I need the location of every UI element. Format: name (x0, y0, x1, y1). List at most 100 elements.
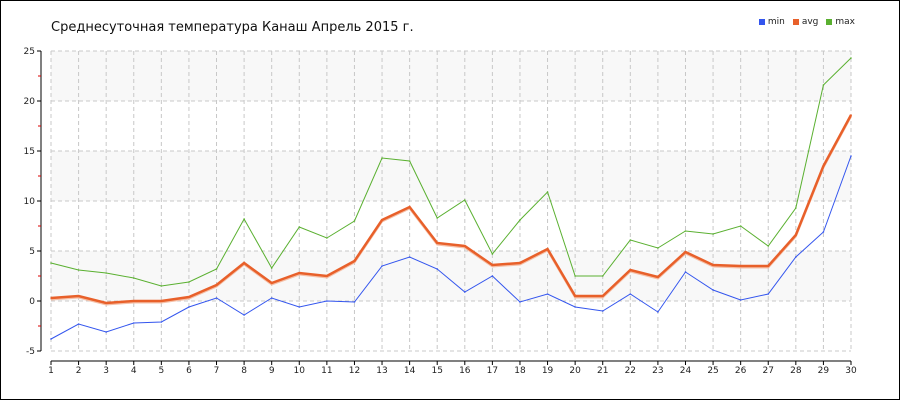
data-point-min (188, 306, 190, 308)
series-line-max (50, 57, 852, 287)
data-point-min (795, 256, 797, 258)
data-point-avg (850, 114, 852, 116)
data-point-max (657, 247, 659, 249)
data-point-avg (436, 242, 439, 244)
legend-swatch (826, 19, 833, 25)
x-tick-label: 28 (790, 366, 802, 376)
x-tick-label: 19 (542, 366, 554, 376)
x-tick-label: 24 (680, 366, 692, 376)
data-point-avg (408, 206, 411, 208)
data-point-min (77, 323, 80, 325)
x-tick-label: 23 (652, 366, 663, 376)
data-point-min (132, 322, 135, 324)
data-point-min (243, 314, 245, 316)
data-point-max (353, 220, 356, 222)
x-tick-label: 18 (514, 366, 526, 376)
data-point-max (519, 219, 521, 221)
data-point-avg (160, 300, 163, 302)
x-tick-label: 2 (76, 366, 82, 376)
data-point-min (381, 265, 383, 267)
data-point-avg (546, 248, 549, 250)
data-point-avg (77, 295, 80, 297)
data-point-avg (684, 251, 687, 253)
y-tick-label: 25 (24, 47, 35, 57)
legend-label: max (835, 17, 855, 27)
data-point-min (574, 306, 576, 308)
data-point-max (629, 239, 632, 241)
data-point-min (463, 291, 466, 293)
data-point-avg (381, 219, 383, 221)
data-point-avg (712, 264, 714, 266)
grid-band (51, 51, 851, 101)
y-tick-label: 0 (29, 297, 35, 307)
x-tick-label: 29 (818, 366, 830, 376)
data-point-avg (50, 297, 52, 299)
data-point-max (408, 160, 411, 162)
x-tick-label: 17 (487, 366, 498, 376)
data-point-max (822, 84, 825, 86)
data-point-min (767, 293, 770, 295)
data-point-min (684, 271, 687, 273)
legend: min avg max (758, 17, 855, 27)
x-tick-label: 16 (459, 366, 471, 376)
data-point-min (270, 297, 273, 299)
x-tick-label: 30 (845, 366, 857, 376)
data-point-avg (188, 296, 190, 298)
data-point-max (105, 272, 107, 274)
data-point-avg (270, 282, 273, 284)
data-point-avg (463, 245, 466, 247)
x-tick-label: 20 (569, 366, 581, 376)
y-tick-label: 20 (24, 97, 36, 107)
series-avg-shadow (50, 116, 852, 306)
data-point-min (850, 155, 852, 157)
data-point-max (601, 275, 604, 277)
data-point-avg (326, 275, 328, 277)
data-point-max (795, 207, 797, 209)
x-tick-label: 25 (707, 366, 718, 376)
data-point-max (463, 199, 466, 201)
data-point-min (712, 289, 714, 291)
data-point-avg (767, 265, 770, 267)
data-point-max (298, 226, 301, 228)
data-point-min (822, 231, 825, 233)
x-tick-label: 27 (763, 366, 774, 376)
data-point-max (739, 225, 742, 227)
legend-item-avg: avg (792, 17, 818, 27)
data-point-min (739, 299, 742, 301)
data-point-avg (629, 269, 632, 271)
data-point-max (436, 217, 439, 219)
x-tick-label: 21 (597, 366, 608, 376)
y-tick-label: 10 (24, 197, 36, 207)
data-point-min (519, 301, 521, 303)
data-point-avg (243, 262, 245, 264)
data-point-avg (298, 272, 301, 274)
data-point-avg (353, 260, 356, 262)
data-point-min (105, 331, 107, 333)
data-point-min (160, 321, 163, 323)
y-tick-label: 15 (24, 147, 35, 157)
data-point-min (408, 256, 411, 258)
x-tick-label: 14 (404, 366, 416, 376)
legend-label: min (767, 17, 785, 27)
data-point-avg (739, 265, 742, 267)
data-point-max (326, 237, 328, 239)
x-tick-label: 10 (294, 366, 306, 376)
data-point-max (50, 262, 52, 264)
x-tick-label: 26 (735, 366, 747, 376)
data-point-max (850, 57, 852, 59)
data-point-min (298, 306, 301, 308)
data-point-max (574, 275, 576, 277)
data-point-min (491, 275, 494, 277)
grid-band (51, 251, 851, 301)
chart-title: Среднесуточная температура Канаш Апрель … (51, 20, 414, 35)
data-point-min (215, 297, 218, 299)
data-point-min (353, 301, 356, 303)
data-point-min (326, 300, 328, 302)
data-point-max (132, 277, 135, 279)
legend-swatch (758, 19, 765, 25)
data-point-max (491, 253, 494, 255)
series-line-avg (50, 114, 853, 305)
data-point-avg (601, 295, 604, 297)
data-point-max (160, 285, 163, 287)
